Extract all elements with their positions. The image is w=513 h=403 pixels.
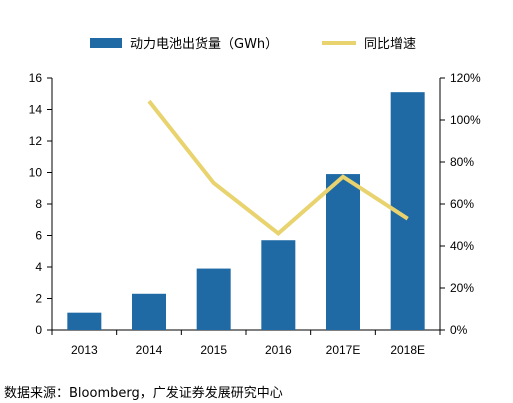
growth-line-layer [147,99,409,236]
source-note: 数据来源：Bloomberg，广发证券发展研究中心 [4,386,283,401]
y-left-tick-label: 12 [29,134,43,148]
axes: 0 2 4 6 8 10 12 14 16 0% 20% 40% 60% 80% 100% 120% 2013 2… [29,71,481,357]
x-tick-label: 2014 [136,343,163,357]
legend-swatch-bar [90,38,122,48]
legend: 动力电池出货量（GWh） 同比增速 [90,36,416,52]
y-right-tick-label: 40% [450,239,474,253]
y-left-tick-label: 16 [29,71,43,85]
bar-2014 [132,293,166,330]
legend-label-line: 同比增速 [364,37,416,52]
y-left-tick-label: 0 [35,323,42,337]
y-right-tick-label: 120% [450,71,481,85]
chart: 动力电池出货量（GWh） 同比增速 0 2 4 6 8 10 12 14 16 0% 20% 40% 6… [29,36,481,357]
y-right-tick-label: 80% [450,155,474,169]
bar-2013 [67,312,102,330]
bar-2016 [261,240,296,330]
x-tick-label: 2013 [71,343,98,357]
y-left-tick-label: 6 [35,229,42,243]
x-tick-label: 2015 [200,343,227,357]
y-left-tick-label: 8 [35,197,42,211]
y-left-tick-label: 14 [29,103,43,117]
legend-label-bar: 动力电池出货量（GWh） [130,36,278,52]
y-right-tick-label: 20% [450,281,474,295]
y-left-tick-label: 10 [29,166,43,180]
y-right-tick-label: 100% [450,113,481,127]
growth-line [147,99,409,236]
y-left-tick-label: 2 [35,292,42,306]
bar-2017E [326,174,360,330]
x-tick-label: 2016 [265,343,292,357]
y-right-tick-label: 60% [450,197,474,211]
bars [67,92,425,330]
x-tick-label: 2018E [390,343,425,357]
x-tick-label: 2017E [326,343,361,357]
y-left-tick-label: 4 [35,260,42,274]
bar-2015 [196,268,231,330]
y-right-tick-label: 0% [450,323,468,337]
